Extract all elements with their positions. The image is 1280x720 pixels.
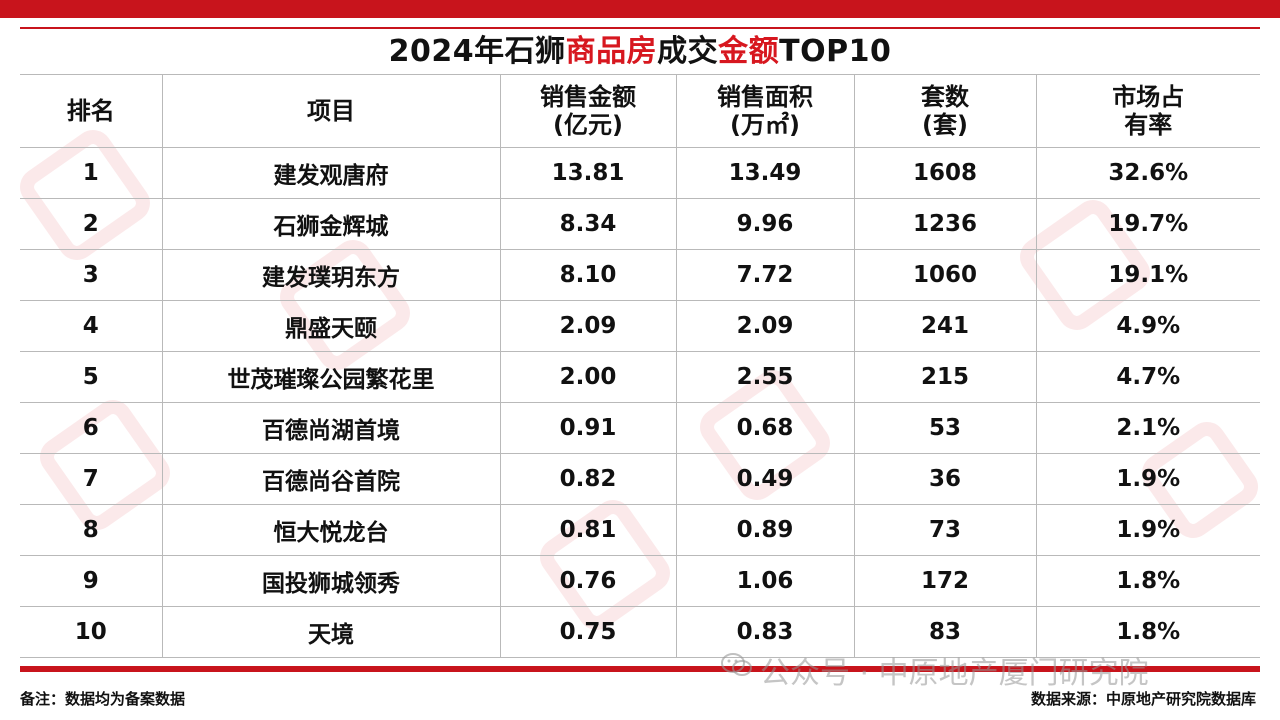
header-rank: 排名	[20, 74, 163, 148]
share-cell: 1.9%	[1036, 504, 1260, 556]
title-part: 2024年石狮	[388, 34, 566, 69]
project-cell: 建发观唐府	[162, 147, 501, 199]
table-row: 9 国投狮城领秀 0.76 1.06 172 1.8%	[20, 555, 1260, 607]
header-sales-amount: 销售金额 (亿元)	[500, 74, 677, 148]
account-watermark: 公众号 · 中原地产厦门研究院	[760, 656, 1149, 691]
title-highlight: 金额	[718, 34, 780, 69]
rank-cell: 2	[20, 198, 163, 250]
area-cell: 7.72	[676, 249, 855, 301]
units-cell: 1236	[854, 198, 1037, 250]
header-market-share: 市场占 有率	[1036, 74, 1260, 148]
units-cell: 241	[854, 300, 1037, 352]
rank-cell: 1	[20, 147, 163, 199]
table-row: 1 建发观唐府 13.81 13.49 1608 32.6%	[20, 147, 1260, 199]
area-cell: 9.96	[676, 198, 855, 250]
amount-cell: 0.91	[500, 402, 677, 454]
units-cell: 172	[854, 555, 1037, 607]
table-row: 3 建发璞玥东方 8.10 7.72 1060 19.1%	[20, 249, 1260, 301]
area-cell: 1.06	[676, 555, 855, 607]
page-title: 2024年石狮商品房成交金额TOP10	[20, 32, 1260, 72]
share-cell: 1.8%	[1036, 606, 1260, 658]
project-cell: 石狮金辉城	[162, 198, 501, 250]
title-part: 成交	[657, 34, 719, 69]
data-source: 数据来源：中原地产研究院数据库	[1030, 690, 1256, 708]
wechat-icon	[721, 653, 752, 676]
project-cell: 百德尚谷首院	[162, 453, 501, 505]
table-row: 5 世茂璀璨公园繁花里 2.00 2.55 215 4.7%	[20, 351, 1260, 403]
amount-cell: 2.09	[500, 300, 677, 352]
table-row: 10 天境 0.75 0.83 83 1.8%	[20, 606, 1260, 658]
share-cell: 4.9%	[1036, 300, 1260, 352]
ranking-table: 排名 项目 销售金额 (亿元) 销售面积 (万㎡) 套数 (套) 市场占 有率 1 建发…	[20, 74, 1260, 658]
share-cell: 4.7%	[1036, 351, 1260, 403]
project-cell: 国投狮城领秀	[162, 555, 501, 607]
table-header-row: 排名 项目 销售金额 (亿元) 销售面积 (万㎡) 套数 (套) 市场占 有率	[20, 74, 1260, 148]
rank-cell: 9	[20, 555, 163, 607]
project-cell: 恒大悦龙台	[162, 504, 501, 556]
area-cell: 2.09	[676, 300, 855, 352]
top-divider	[20, 27, 1260, 29]
amount-cell: 2.00	[500, 351, 677, 403]
amount-cell: 8.34	[500, 198, 677, 250]
rank-cell: 7	[20, 453, 163, 505]
area-cell: 13.49	[676, 147, 855, 199]
amount-cell: 0.76	[500, 555, 677, 607]
bottom-divider	[20, 666, 1260, 672]
table-row: 2 石狮金辉城 8.34 9.96 1236 19.7%	[20, 198, 1260, 250]
project-cell: 百德尚湖首境	[162, 402, 501, 454]
project-cell: 世茂璀璨公园繁花里	[162, 351, 501, 403]
rank-cell: 10	[20, 606, 163, 658]
project-cell: 天境	[162, 606, 501, 658]
amount-cell: 0.82	[500, 453, 677, 505]
table-row: 7 百德尚谷首院 0.82 0.49 36 1.9%	[20, 453, 1260, 505]
area-cell: 0.49	[676, 453, 855, 505]
header-project: 项目	[162, 74, 501, 148]
share-cell: 1.8%	[1036, 555, 1260, 607]
rank-cell: 5	[20, 351, 163, 403]
units-cell: 73	[854, 504, 1037, 556]
share-cell: 32.6%	[1036, 147, 1260, 199]
units-cell: 83	[854, 606, 1037, 658]
table-row: 6 百德尚湖首境 0.91 0.68 53 2.1%	[20, 402, 1260, 454]
units-cell: 36	[854, 453, 1037, 505]
header-units: 套数 (套)	[854, 74, 1037, 148]
share-cell: 2.1%	[1036, 402, 1260, 454]
header-sales-area: 销售面积 (万㎡)	[676, 74, 855, 148]
rank-cell: 3	[20, 249, 163, 301]
top-red-bar	[0, 0, 1280, 18]
units-cell: 53	[854, 402, 1037, 454]
rank-cell: 8	[20, 504, 163, 556]
amount-cell: 0.81	[500, 504, 677, 556]
units-cell: 215	[854, 351, 1037, 403]
amount-cell: 13.81	[500, 147, 677, 199]
title-highlight: 商品房	[565, 34, 658, 69]
title-part: TOP10	[779, 34, 892, 69]
project-cell: 建发璞玥东方	[162, 249, 501, 301]
share-cell: 19.7%	[1036, 198, 1260, 250]
units-cell: 1060	[854, 249, 1037, 301]
area-cell: 0.89	[676, 504, 855, 556]
amount-cell: 8.10	[500, 249, 677, 301]
amount-cell: 0.75	[500, 606, 677, 658]
rank-cell: 4	[20, 300, 163, 352]
table-row: 8 恒大悦龙台 0.81 0.89 73 1.9%	[20, 504, 1260, 556]
area-cell: 0.68	[676, 402, 855, 454]
footnote: 备注：数据均为备案数据	[20, 690, 186, 708]
share-cell: 1.9%	[1036, 453, 1260, 505]
area-cell: 2.55	[676, 351, 855, 403]
units-cell: 1608	[854, 147, 1037, 199]
share-cell: 19.1%	[1036, 249, 1260, 301]
rank-cell: 6	[20, 402, 163, 454]
area-cell: 0.83	[676, 606, 855, 658]
project-cell: 鼎盛天颐	[162, 300, 501, 352]
table-row: 4 鼎盛天颐 2.09 2.09 241 4.9%	[20, 300, 1260, 352]
